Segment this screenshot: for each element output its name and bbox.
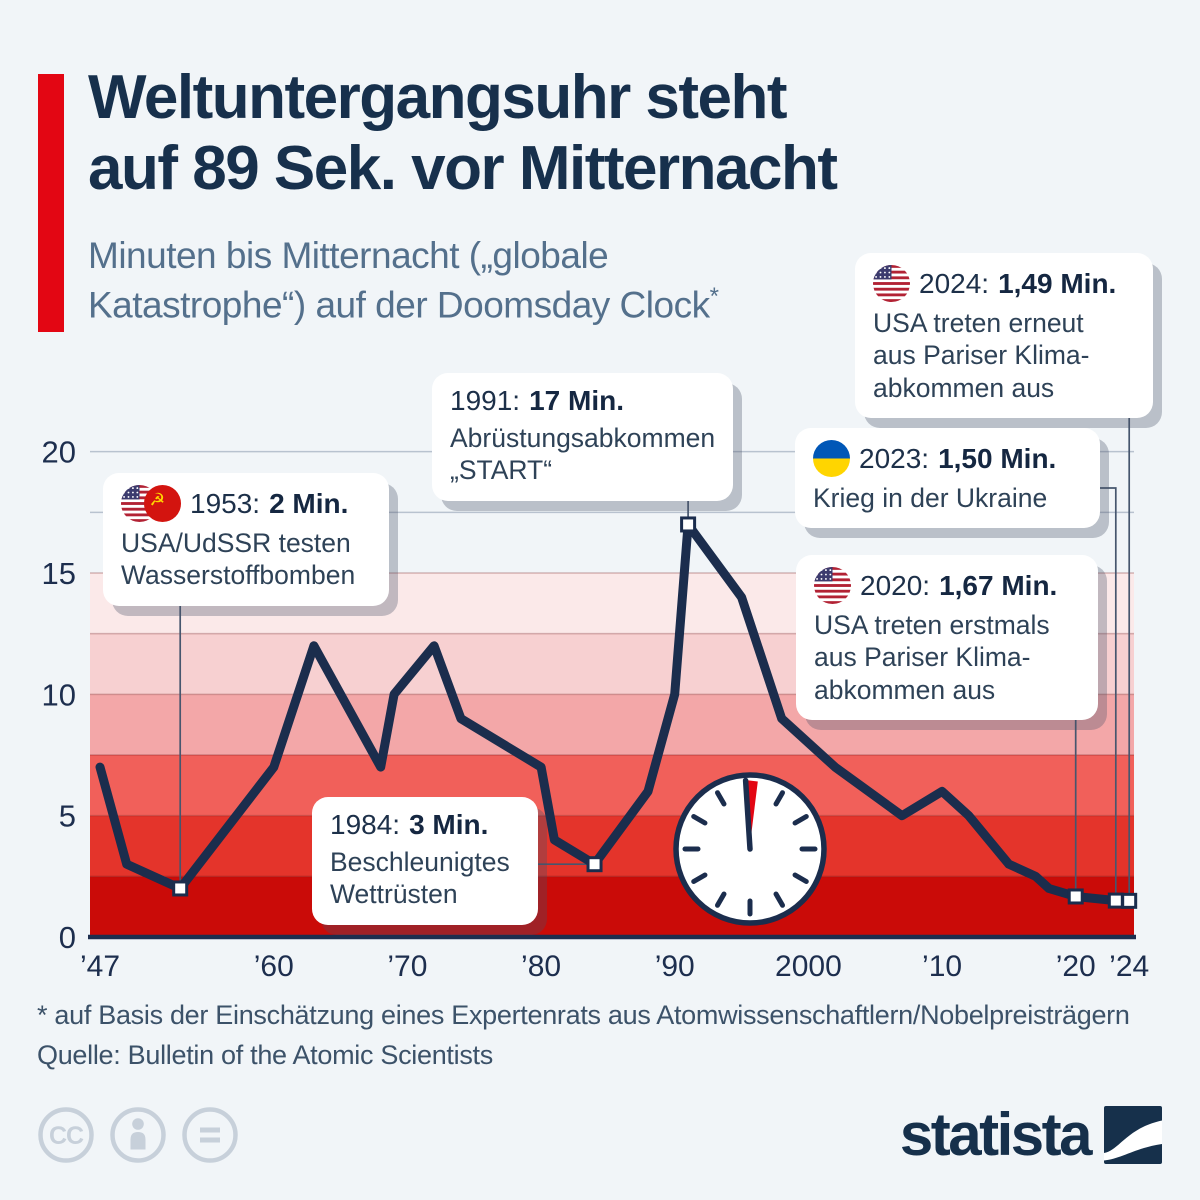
data-marker-1953 xyxy=(172,880,189,897)
page-title: Weltuntergangsuhr steht auf 89 Sek. vor … xyxy=(88,62,838,205)
y-tick-label: 0 xyxy=(59,920,76,955)
callout-flags xyxy=(873,265,910,302)
x-tick-label: ’90 xyxy=(655,950,695,983)
data-marker-2023 xyxy=(1107,892,1124,909)
callout-1984: 1984: 3 Min. Beschleunigtes Wettrüsten xyxy=(312,797,538,925)
footnote-text: * auf Basis der Einschätzung eines Exper… xyxy=(37,1000,1130,1030)
callout-year: 2023: xyxy=(859,442,930,474)
by-icon xyxy=(110,1107,166,1163)
nd-icon xyxy=(182,1107,238,1163)
data-marker-2020 xyxy=(1067,888,1084,905)
x-tick-label: ’80 xyxy=(521,950,561,983)
x-tick-label: ’60 xyxy=(254,950,294,983)
y-tick-label: 5 xyxy=(59,799,76,834)
callout-year: 2020: xyxy=(860,569,931,601)
data-marker-2024 xyxy=(1121,892,1138,909)
y-tick-label: 10 xyxy=(42,677,76,712)
callout-flags xyxy=(813,440,850,477)
minutes-to-midnight-line xyxy=(95,520,1134,906)
callout-2024: 2024: 1,49 Min. USA treten erneut aus Paris… xyxy=(855,253,1153,418)
callout-1953: ☭ 1953: 2 Min. USA/UdSSR testen Wasserstoffb… xyxy=(103,473,389,606)
callout-year: 2024: xyxy=(919,267,990,299)
svg-text:☭: ☭ xyxy=(150,490,166,510)
title-line-1: Weltuntergangsuhr steht xyxy=(88,63,788,132)
callout-1991: 1991: 17 Min. Abrüstungsabkommen „START“ xyxy=(432,373,734,501)
statista-wordmark: statista xyxy=(899,1101,1093,1168)
chart-subtitle: Minuten bis Mitternacht („globale Katast… xyxy=(88,235,719,326)
callout-description: Krieg in der Ukraine xyxy=(813,483,1048,513)
callout-2020: 2020: 1,67 Min. USA treten erstmals aus Par… xyxy=(796,555,1098,720)
svg-text:CC: CC xyxy=(49,1122,84,1150)
callout-description: Abrüstungsabkommen „START“ xyxy=(450,423,716,486)
flag-us-icon xyxy=(873,265,910,302)
title-line-2: auf 89 Sek. vor Mitternacht xyxy=(88,134,838,204)
connector-2023 xyxy=(1099,487,1117,901)
callout-year: 1984: xyxy=(330,809,401,840)
y-tick-label: 15 xyxy=(42,556,76,591)
callout-value: 2 Min. xyxy=(269,487,349,519)
flag-us-icon xyxy=(814,567,851,604)
callout-flags xyxy=(814,567,851,604)
data-marker-1991 xyxy=(680,516,697,533)
callout-2023: 2023: 1,50 Min. Krieg in der Ukraine xyxy=(795,428,1100,529)
callout-description: Beschleunigtes Wettrüsten xyxy=(330,847,510,910)
callout-flags: ☭ xyxy=(121,485,181,522)
callout-value: 17 Min. xyxy=(529,385,624,416)
x-tick-label: ’70 xyxy=(387,950,427,983)
callout-value: 3 Min. xyxy=(409,809,489,840)
flag-ukraine-icon xyxy=(813,440,850,477)
callout-year: 1991: xyxy=(450,385,521,416)
title-accent-bar xyxy=(38,74,64,332)
callout-connectors xyxy=(179,414,1131,901)
callout-value: 1,67 Min. xyxy=(939,569,1058,601)
callout-description: USA/UdSSR testen Wasserstoffbomben xyxy=(121,528,356,591)
callout-value: 1,50 Min. xyxy=(938,442,1057,474)
y-tick-label: 20 xyxy=(42,435,76,470)
callout-description: USA treten erstmals aus Pariser Klima-abk… xyxy=(814,610,1050,705)
x-tick-label: ’20 xyxy=(1056,950,1096,983)
x-tick-label: ’24 xyxy=(1109,950,1149,983)
doomsday-clock-icon xyxy=(673,772,827,926)
flag-ussr-icon: ☭ xyxy=(144,485,181,522)
risk-band xyxy=(90,876,1134,937)
x-tick-label: 2000 xyxy=(775,950,842,983)
callout-year: 1953: xyxy=(190,487,261,519)
statista-branding: statista xyxy=(900,1100,1162,1169)
cc-icon: CC xyxy=(38,1107,94,1163)
statista-logo-icon xyxy=(1104,1105,1162,1164)
x-tick-label: ’10 xyxy=(922,950,962,983)
callout-value: 1,49 Min. xyxy=(998,267,1117,299)
license-icons: CC xyxy=(35,1104,267,1171)
footnote-mark: * xyxy=(709,282,719,310)
x-tick-label: ’47 xyxy=(80,950,120,983)
callout-description: USA treten erneut aus Pariser Klima-abkom… xyxy=(873,308,1090,403)
source-text: Quelle: Bulletin of the Atomic Scientist… xyxy=(37,1040,493,1070)
data-marker-1984 xyxy=(586,856,603,873)
